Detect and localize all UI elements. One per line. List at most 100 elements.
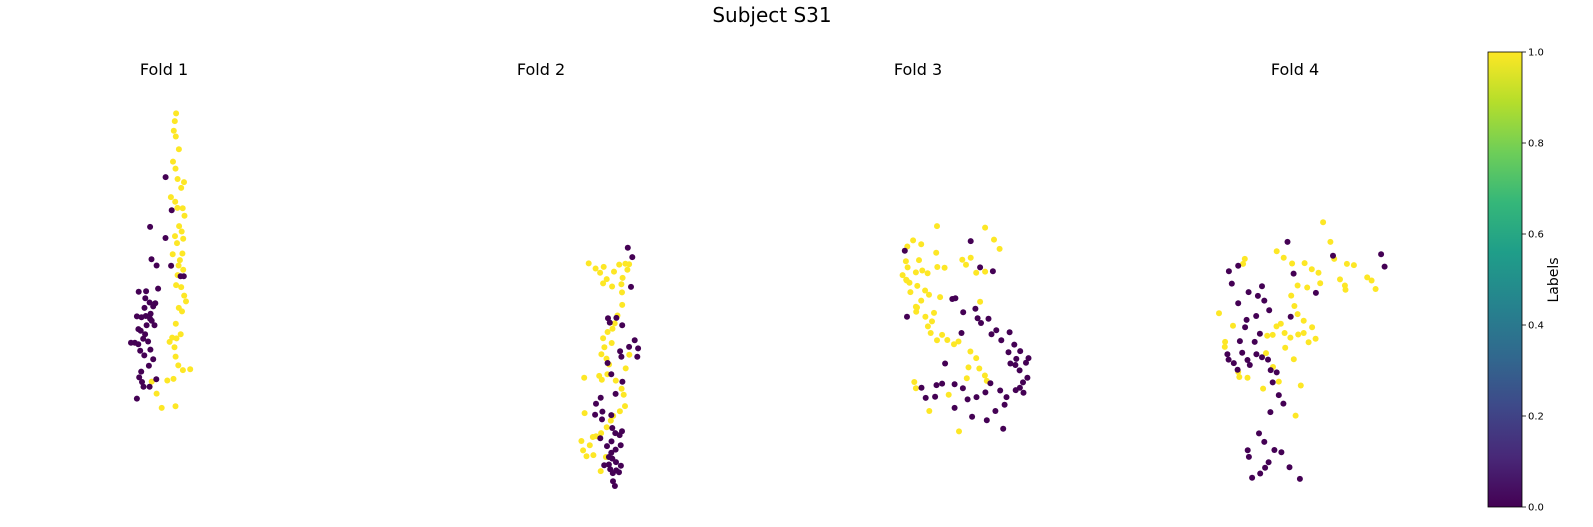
scatter-point <box>929 318 935 325</box>
scatter-point <box>1294 282 1301 289</box>
scatter-point <box>1368 277 1375 284</box>
scatter-point <box>180 266 187 273</box>
scatter-point <box>914 304 920 311</box>
scatter-point <box>137 327 144 334</box>
scatter-point <box>1244 357 1251 363</box>
scatter-point <box>178 284 185 291</box>
panel-fold-3: Fold 3 <box>894 60 1032 435</box>
scatter-point <box>618 281 625 288</box>
scatter-point <box>612 377 619 384</box>
scatter-point <box>1000 425 1007 432</box>
scatter-point <box>153 376 160 383</box>
scatter-point <box>988 331 995 338</box>
panel-fold-2: Fold 2 <box>517 60 642 489</box>
scatter-point <box>1381 263 1388 270</box>
scatter-point <box>138 368 145 375</box>
scatter-point <box>622 403 628 410</box>
scatter-point <box>608 340 615 346</box>
scatter-point <box>178 228 185 235</box>
scatter-point <box>173 110 180 117</box>
scatter-point <box>1297 382 1304 389</box>
scatter-point <box>1269 379 1276 386</box>
scatter-point <box>143 322 150 329</box>
scatter-point <box>1025 355 1032 362</box>
scatter-point <box>1273 323 1280 330</box>
scatter-point <box>168 207 175 214</box>
scatter-point <box>590 452 597 459</box>
scatter-point <box>1253 313 1260 319</box>
scatter-point <box>174 240 180 247</box>
scatter-point <box>1241 255 1248 262</box>
scatter-point <box>910 237 917 244</box>
scatter-point <box>607 417 614 424</box>
scatter-point <box>1330 252 1336 259</box>
scatter-point <box>1007 360 1014 367</box>
scatter-point <box>983 417 990 424</box>
scatter-point <box>620 391 627 398</box>
scatter-point <box>601 462 608 469</box>
scatter-point <box>1246 362 1253 368</box>
scatter-point <box>996 245 1003 252</box>
scatter-point <box>180 235 187 242</box>
scatter-point <box>1350 262 1357 269</box>
scatter-point <box>1343 260 1350 267</box>
scatter-point <box>912 385 919 392</box>
scatter-point <box>153 390 160 397</box>
scatter-point <box>634 353 641 360</box>
scatter-point <box>1265 459 1272 466</box>
scatter-point <box>1287 334 1294 341</box>
scatter-point <box>918 241 925 248</box>
scatter-point <box>616 432 623 439</box>
scatter-point <box>166 338 173 345</box>
scatter-point <box>1301 260 1308 267</box>
scatter-point <box>151 322 158 329</box>
scatter-point <box>137 347 144 354</box>
scatter-point <box>1309 324 1316 331</box>
scatter-point <box>1273 369 1280 376</box>
scatter-point <box>179 308 185 315</box>
scatter-point <box>128 339 134 346</box>
scatter-point <box>1261 438 1268 445</box>
scatter-point <box>170 158 176 165</box>
scatter-point <box>1236 374 1243 380</box>
scatter-point <box>1296 475 1303 482</box>
scatter-point <box>603 276 610 283</box>
scatter-point <box>1225 268 1232 275</box>
scatter-point <box>1287 313 1294 320</box>
scatter-point <box>599 416 605 423</box>
scatter-point <box>142 331 149 338</box>
scatter-point <box>1251 338 1258 345</box>
scatter-point <box>592 411 599 418</box>
scatter-point <box>1277 320 1284 327</box>
scatter-point <box>1305 339 1312 346</box>
scatter-point <box>150 356 157 363</box>
scatter-point <box>172 165 179 172</box>
panel-title: Fold 3 <box>894 60 942 79</box>
scatter-point <box>631 337 638 344</box>
scatter-point <box>622 365 629 372</box>
scatter-point <box>158 404 165 411</box>
scatter-point <box>613 314 620 321</box>
scatter-point <box>635 345 642 352</box>
scatter-point <box>604 443 610 450</box>
scatter-point <box>1275 392 1282 399</box>
scatter-point <box>959 256 966 263</box>
scatter-point <box>918 384 925 391</box>
scatter-point <box>609 425 616 431</box>
scatter-point <box>902 258 909 265</box>
panel-title: Fold 4 <box>1271 60 1319 79</box>
scatter-point <box>147 310 154 317</box>
scatter-point <box>1216 310 1222 317</box>
scatter-point <box>1261 297 1268 304</box>
scatter-point <box>597 468 604 475</box>
scatter-point <box>609 325 616 332</box>
scatter-point <box>982 268 989 275</box>
scatter-point <box>1235 262 1242 269</box>
scatter-point <box>1260 385 1267 392</box>
scatter-point <box>617 442 624 449</box>
scatter-point <box>1023 359 1029 366</box>
scatter-point <box>1259 283 1265 290</box>
scatter-point <box>960 309 967 316</box>
scatter-point <box>150 303 157 310</box>
